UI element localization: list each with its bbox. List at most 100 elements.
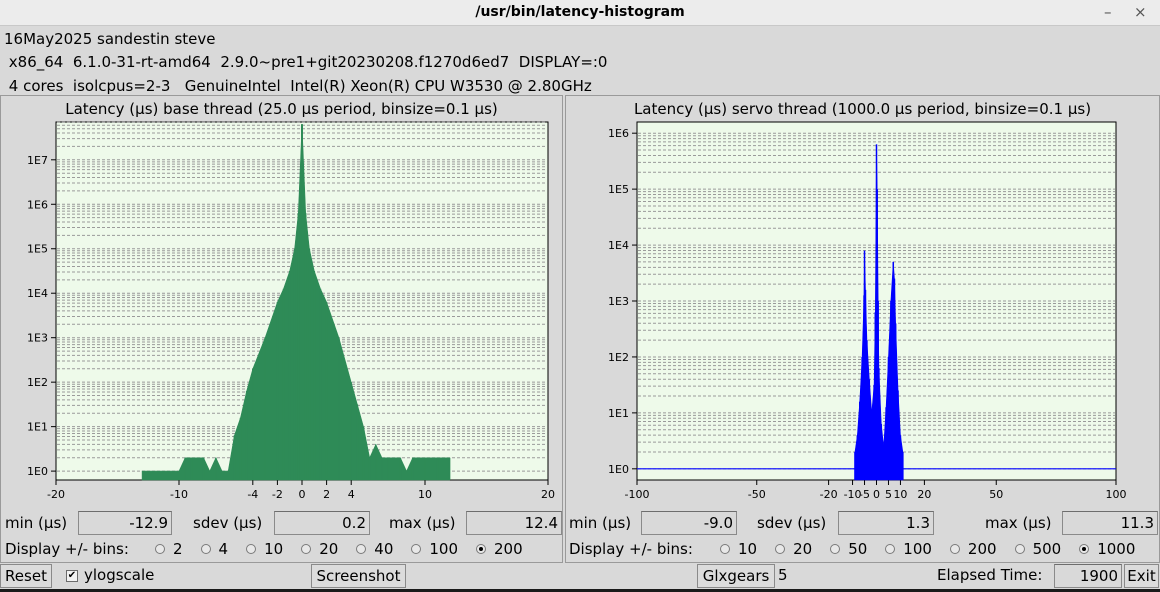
base-ytick-label: 1E4 xyxy=(27,287,48,300)
base-ytick-label: 1E0 xyxy=(27,465,48,478)
servo-display-bins-label: Display +/- bins: xyxy=(569,540,693,558)
servo-bins-radio-10[interactable]: 10 xyxy=(720,540,757,558)
servo-bins-radio-500[interactable]: 500 xyxy=(1014,540,1062,558)
servo-max-label: max (µs) xyxy=(985,514,1052,532)
radio-label: 1000 xyxy=(1097,540,1136,558)
base-bins-radio-4[interactable]: 4 xyxy=(200,540,229,558)
servo-bins-radio-50[interactable]: 50 xyxy=(830,540,867,558)
base-bins-radio-10[interactable]: 10 xyxy=(246,540,283,558)
radio-button-icon[interactable] xyxy=(155,544,165,554)
base-bins-radio-group: 2 4 10 20 40 100 200 xyxy=(155,540,541,558)
glxgears-button[interactable]: Glxgears xyxy=(697,564,775,588)
exit-button[interactable]: Exit xyxy=(1124,564,1159,588)
radio-button-icon[interactable] xyxy=(775,544,786,554)
base-xtick-label: 2 xyxy=(323,488,330,501)
servo-bins-radio-1000[interactable]: 1000 xyxy=(1079,540,1135,558)
base-min-label: min (µs) xyxy=(5,514,68,532)
base-ytick-label: 1E5 xyxy=(27,243,48,256)
servo-ytick-label: 1E0 xyxy=(608,463,629,476)
base-xtick-label: -10 xyxy=(170,488,188,501)
radio-label: 4 xyxy=(218,540,229,558)
servo-chart-title: Latency (µs) servo thread (1000.0 µs per… xyxy=(634,100,1091,118)
servo-ytick-label: 1E1 xyxy=(608,407,629,420)
servo-min-label: min (µs) xyxy=(569,514,632,532)
servo-max-value: 11.3 xyxy=(1062,511,1158,535)
base-min-value: -12.9 xyxy=(78,511,172,535)
info-date-host-user: 16May2025 sandestin steve xyxy=(4,30,216,48)
base-histogram-area xyxy=(141,124,450,481)
servo-sdev-label: sdev (µs) xyxy=(757,514,827,532)
servo-xtick-label: 5 xyxy=(885,488,892,501)
radio-label: 100 xyxy=(429,540,459,558)
servo-bins-radio-20[interactable]: 20 xyxy=(775,540,812,558)
servo-thread-histogram: Latency (µs) servo thread (1000.0 µs per… xyxy=(608,100,1127,501)
servo-xtick-label: -10 xyxy=(844,488,862,501)
servo-xtick-label: 50 xyxy=(989,488,1003,501)
radio-label: 50 xyxy=(848,540,868,558)
servo-bins-radio-200[interactable]: 200 xyxy=(949,540,997,558)
servo-min-value: -9.0 xyxy=(641,511,737,535)
servo-xtick-label: 20 xyxy=(917,488,931,501)
radio-label: 100 xyxy=(903,540,932,558)
radio-button-icon[interactable] xyxy=(720,544,730,554)
radio-label: 20 xyxy=(793,540,813,558)
servo-xtick-label: -5 xyxy=(859,488,870,501)
base-sdev-label: sdev (µs) xyxy=(193,514,263,532)
base-bins-radio-20[interactable]: 20 xyxy=(301,540,338,558)
radio-button-icon[interactable] xyxy=(301,544,312,554)
radio-button-icon[interactable] xyxy=(200,544,211,554)
info-kernel-version: x86_64 6.1.0-31-rt-amd64 2.9.0~pre1+git2… xyxy=(4,53,608,71)
base-bins-radio-2[interactable]: 2 xyxy=(155,540,183,558)
radio-label: 200 xyxy=(494,540,523,558)
servo-xtick-label: 100 xyxy=(1106,488,1127,501)
reset-button[interactable]: Reset xyxy=(0,564,52,588)
servo-ytick-label: 1E6 xyxy=(608,127,629,140)
info-cpu: 4 cores isolcpus=2-3 GenuineIntel Intel(… xyxy=(4,77,592,95)
base-bins-radio-100[interactable]: 100 xyxy=(411,540,458,558)
radio-label: 10 xyxy=(264,540,284,558)
elapsed-time-label: Elapsed Time: xyxy=(937,566,1043,584)
radio-label: 200 xyxy=(967,540,997,558)
base-max-value: 12.4 xyxy=(466,511,562,535)
radio-button-icon[interactable] xyxy=(1079,544,1090,554)
base-bins-radio-40[interactable]: 40 xyxy=(356,540,393,558)
radio-button-icon[interactable] xyxy=(885,544,896,554)
close-icon[interactable]: × xyxy=(1134,3,1147,21)
radio-label: 20 xyxy=(319,540,339,558)
servo-ytick-label: 1E3 xyxy=(608,295,629,308)
servo-xtick-label: 0 xyxy=(873,488,880,501)
radio-label: 10 xyxy=(738,540,758,558)
base-xtick-label: 10 xyxy=(418,488,432,501)
screenshot-button[interactable]: Screenshot xyxy=(311,564,406,588)
radio-button-icon[interactable] xyxy=(411,544,422,554)
minimize-icon[interactable]: – xyxy=(1104,3,1112,21)
base-xtick-label: 4 xyxy=(348,488,355,501)
base-thread-panel: Latency (µs) base thread (25.0 µs period… xyxy=(0,95,563,563)
radio-label: 2 xyxy=(173,540,183,558)
ylogscale-label: ylogscale xyxy=(84,566,155,584)
base-ytick-label: 1E2 xyxy=(27,376,48,389)
radio-button-icon[interactable] xyxy=(356,544,367,554)
window-title: /usr/bin/latency-histogram xyxy=(475,4,685,20)
radio-button-icon[interactable] xyxy=(830,544,841,554)
servo-thread-panel: Latency (µs) servo thread (1000.0 µs per… xyxy=(565,95,1160,563)
radio-label: 500 xyxy=(1032,540,1062,558)
radio-button-icon[interactable] xyxy=(476,544,487,554)
ylogscale-checkbox[interactable]: ✔ xyxy=(66,570,78,582)
servo-ytick-label: 1E4 xyxy=(608,239,629,252)
servo-ytick-label: 1E5 xyxy=(608,183,629,196)
radio-button-icon[interactable] xyxy=(1014,544,1025,554)
base-ytick-label: 1E1 xyxy=(27,421,48,434)
servo-bins-radio-group: 10 20 50 100 200 500 1000 xyxy=(720,540,1153,558)
window-titlebar: /usr/bin/latency-histogram – × xyxy=(0,0,1160,26)
base-bins-radio-200[interactable]: 200 xyxy=(476,540,523,558)
radio-button-icon[interactable] xyxy=(949,544,960,554)
base-ytick-label: 1E7 xyxy=(27,154,48,167)
radio-button-icon[interactable] xyxy=(246,544,257,554)
base-display-bins-label: Display +/- bins: xyxy=(5,540,129,558)
bottom-divider xyxy=(0,589,1160,592)
servo-bins-radio-100[interactable]: 100 xyxy=(885,540,932,558)
base-max-label: max (µs) xyxy=(389,514,456,532)
base-xtick-label: -4 xyxy=(247,488,258,501)
base-xtick-label: -20 xyxy=(47,488,65,501)
